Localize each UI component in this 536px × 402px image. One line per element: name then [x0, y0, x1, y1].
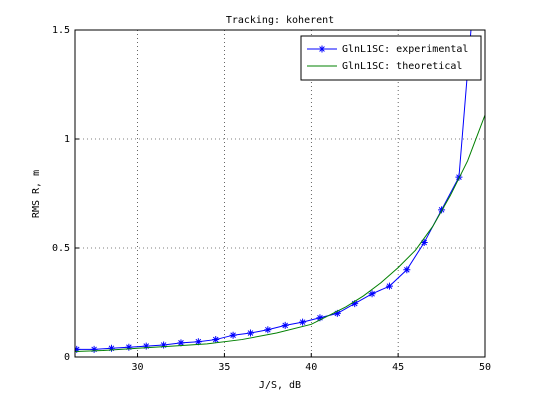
marker: [385, 282, 393, 290]
marker: [403, 266, 411, 274]
x-tick-label: 35: [218, 362, 230, 373]
x-tick-label: 50: [479, 362, 491, 373]
marker: [316, 314, 324, 322]
marker: [90, 345, 98, 353]
legend-label: GlnL1SC: theoretical: [342, 61, 462, 72]
series-line: [75, 114, 485, 353]
y-tick-label: 0.5: [52, 243, 70, 254]
marker: [212, 336, 220, 344]
x-tick-label: 30: [132, 362, 144, 373]
y-tick-label: 1.5: [52, 25, 70, 36]
y-tick-label: 1: [64, 134, 70, 145]
marker: [75, 345, 81, 353]
marker: [229, 331, 237, 339]
plot-area: [75, 30, 485, 357]
marker: [368, 290, 376, 298]
y-axis-label: RMS R, m: [31, 170, 42, 218]
marker: [264, 326, 272, 334]
legend: GlnL1SC: experimental GlnL1SC: theoretica…: [300, 35, 482, 81]
marker: [125, 343, 133, 351]
plot: [75, 30, 485, 353]
x-axis-label: J/S, dB: [259, 380, 301, 391]
axes-box: [74, 29, 486, 358]
axes: 30 35 40 45 50 0 0.5 1 1.5: [52, 25, 491, 373]
marker: [194, 338, 202, 346]
marker: [438, 206, 446, 214]
legend-marker: [318, 45, 326, 53]
marker: [142, 342, 150, 350]
x-tick-label: 45: [392, 362, 404, 373]
marker: [351, 300, 359, 308]
legend-label: GlnL1SC: experimental: [342, 44, 468, 55]
marker: [420, 239, 428, 247]
chart-title: Tracking: koherent: [226, 15, 334, 26]
legend-box: [300, 35, 482, 81]
x-tick-label: 40: [305, 362, 317, 373]
marker: [177, 339, 185, 347]
marker: [281, 321, 289, 329]
marker: [333, 309, 341, 317]
marker: [160, 341, 168, 349]
marker: [246, 329, 254, 337]
marker: [107, 344, 115, 352]
marker: [299, 318, 307, 326]
y-tick-label: 0: [64, 352, 70, 363]
